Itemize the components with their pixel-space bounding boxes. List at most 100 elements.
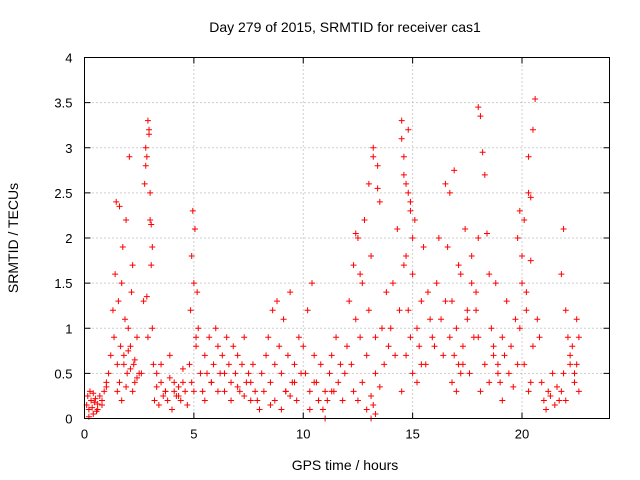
y-tick-label: 2: [65, 231, 72, 246]
data-point: [101, 388, 108, 395]
data-point: [344, 343, 350, 350]
data-point: [573, 361, 580, 368]
data-point: [529, 343, 536, 350]
data-point: [333, 334, 340, 341]
data-point: [510, 383, 517, 390]
data-point: [143, 293, 150, 300]
data-point: [398, 388, 405, 395]
data-point: [278, 370, 285, 377]
data-point: [376, 198, 383, 205]
data-point: [523, 289, 530, 296]
data-point: [543, 406, 550, 413]
data-point: [575, 334, 582, 341]
data-point: [267, 401, 274, 408]
data-point: [407, 198, 414, 205]
data-point: [247, 397, 254, 404]
data-point: [407, 207, 414, 214]
data-point: [575, 388, 582, 395]
data-point: [429, 334, 436, 341]
data-point: [527, 194, 534, 201]
data-point: [274, 298, 280, 305]
data-point: [111, 334, 118, 341]
data-point: [260, 388, 267, 395]
data-point: [451, 167, 458, 174]
data-point: [148, 221, 155, 228]
data-point: [475, 334, 482, 341]
data-point: [195, 325, 202, 332]
data-point: [455, 262, 462, 269]
data-point: [440, 352, 447, 359]
data-point: [121, 316, 128, 323]
data-point: [287, 289, 294, 296]
data-point: [201, 352, 208, 359]
data-point: [400, 262, 407, 269]
data-point: [94, 401, 101, 408]
x-tick-label: 10: [296, 427, 310, 442]
data-point: [569, 343, 576, 350]
data-points: [83, 96, 582, 422]
data-point: [418, 298, 425, 305]
data-point: [435, 235, 442, 241]
data-point: [372, 410, 379, 417]
data-point: [147, 216, 154, 223]
data-point: [405, 126, 412, 133]
data-point: [86, 388, 93, 395]
data-point: [538, 379, 545, 386]
data-point: [505, 370, 512, 377]
data-point: [359, 379, 366, 386]
data-point: [499, 397, 506, 404]
y-axis-label: SRMTID / TECUs: [5, 183, 21, 293]
data-point: [512, 316, 519, 323]
data-point: [475, 235, 482, 241]
data-point: [339, 397, 346, 404]
data-point: [564, 334, 571, 341]
data-point: [199, 388, 206, 395]
data-point: [291, 379, 298, 386]
data-point: [481, 171, 488, 178]
data-point: [265, 334, 272, 341]
data-point: [129, 388, 136, 395]
data-point: [287, 392, 294, 399]
data-point: [459, 361, 466, 368]
data-point: [324, 397, 331, 404]
data-point: [291, 361, 298, 368]
data-point: [499, 334, 506, 341]
data-point: [481, 361, 488, 368]
data-point: [179, 379, 186, 386]
data-point: [212, 325, 219, 332]
data-point: [376, 383, 383, 390]
data-point: [182, 388, 189, 395]
data-point: [311, 379, 318, 386]
data-point: [370, 144, 377, 151]
data-point: [219, 352, 226, 359]
data-point: [409, 271, 416, 278]
data-point: [442, 298, 449, 305]
data-point: [193, 343, 200, 350]
data-point: [131, 379, 138, 386]
data-point: [214, 343, 221, 350]
data-point: [451, 352, 458, 359]
data-point: [387, 325, 394, 332]
data-point: [374, 185, 381, 192]
data-point: [107, 352, 114, 359]
data-point: [527, 379, 534, 386]
data-point: [293, 397, 300, 404]
data-point: [363, 406, 370, 413]
data-point: [529, 126, 536, 133]
data-point: [477, 388, 484, 395]
data-point: [149, 325, 156, 332]
x-tick-label: 0: [81, 427, 88, 442]
data-point: [256, 406, 263, 413]
data-point: [479, 149, 486, 156]
data-point: [263, 352, 270, 359]
data-point: [438, 316, 445, 323]
data-point: [190, 280, 197, 287]
data-point: [120, 361, 127, 368]
data-point: [311, 352, 318, 359]
data-point: [304, 307, 311, 314]
data-point: [317, 361, 324, 368]
data-point: [490, 352, 497, 359]
y-tick-label: 3: [65, 141, 72, 156]
data-point: [394, 225, 401, 232]
